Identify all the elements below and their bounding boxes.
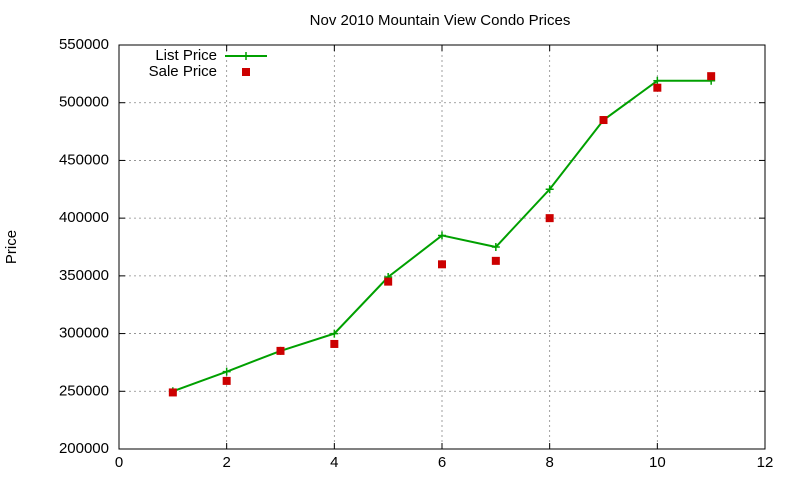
legend-label: Sale Price [149,63,217,80]
plot-frame [118,44,766,450]
data-point [384,277,393,286]
data-point [707,72,716,81]
x-tick-label: 4 [330,454,338,471]
data-point [653,83,662,92]
data-point [276,346,285,355]
x-tick-label: 12 [757,454,774,471]
data-point [438,231,446,240]
data-point [491,256,500,265]
data-point [491,243,500,251]
y-tick-label: 450000 [59,151,109,168]
data-point [438,260,446,269]
y-tick-label: 550000 [59,36,109,53]
x-tick-label: 0 [115,454,123,471]
y-tick-label: 250000 [59,382,109,399]
data-point [168,388,177,397]
y-axis-label: Price [3,230,20,264]
data-point [330,329,339,338]
data-point [545,185,554,194]
x-tick-label: 6 [438,454,446,471]
y-tick-label: 500000 [59,94,109,111]
data-point [222,376,231,385]
data-point [222,367,231,376]
data-point [653,76,662,85]
legend-marker [242,68,250,76]
y-tick-label: 200000 [59,440,109,457]
data-point [330,339,339,348]
y-tick-label: 350000 [59,267,109,284]
legend-marker [242,52,250,60]
x-tick-label: 10 [649,454,666,471]
legend-label: List Price [155,47,217,64]
data-point [545,214,554,223]
x-tick-label: 8 [545,454,553,471]
data-point [599,116,608,125]
y-tick-label: 400000 [59,209,109,226]
x-tick-label: 2 [222,454,230,471]
chart-title: Nov 2010 Mountain View Condo Prices [310,12,571,29]
y-tick-label: 300000 [59,325,109,342]
